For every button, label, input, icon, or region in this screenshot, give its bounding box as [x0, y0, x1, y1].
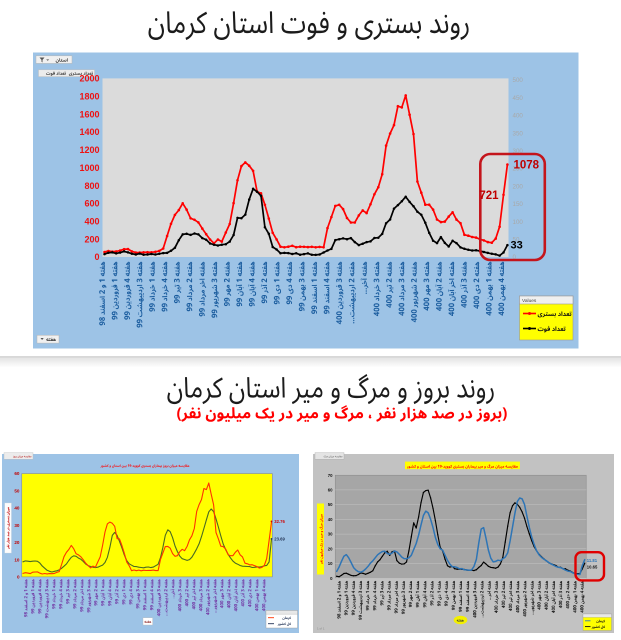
svg-text:60: 60: [14, 471, 20, 476]
svg-text:23.69: 23.69: [274, 536, 285, 541]
svg-text:2000: 2000: [79, 74, 99, 84]
svg-text:100: 100: [513, 219, 524, 226]
svg-text:50: 50: [14, 488, 20, 493]
svg-text:150: 150: [513, 201, 524, 208]
svg-text:40: 40: [14, 506, 20, 511]
svg-text:1400: 1400: [79, 127, 99, 137]
svg-text:1600: 1600: [79, 109, 99, 119]
svg-text:300: 300: [513, 148, 524, 155]
svg-text:20: 20: [14, 540, 20, 545]
svg-text:0: 0: [513, 254, 517, 261]
svg-text:1 of 1: 1 of 1: [317, 627, 325, 631]
svg-text:10.65: 10.65: [587, 565, 598, 570]
svg-text:33: 33: [511, 240, 523, 252]
svg-text:11.81: 11.81: [587, 558, 598, 563]
svg-text:1800: 1800: [79, 92, 99, 102]
svg-text:1200: 1200: [79, 145, 99, 155]
svg-text:800: 800: [84, 181, 99, 191]
svg-text:Values: Values: [522, 298, 537, 304]
svg-text:250: 250: [513, 166, 524, 173]
svg-text:40: 40: [328, 517, 333, 522]
svg-text:20: 20: [328, 546, 333, 551]
svg-text:500: 500: [513, 77, 524, 84]
svg-text:70: 70: [328, 473, 333, 478]
svg-text:400: 400: [84, 217, 99, 227]
svg-text:1078: 1078: [514, 159, 540, 171]
svg-text:1000: 1000: [79, 163, 99, 173]
svg-text:0: 0: [330, 576, 333, 581]
svg-text:0: 0: [94, 252, 99, 262]
svg-text:32.76: 32.76: [274, 519, 285, 524]
svg-text:50: 50: [513, 237, 520, 244]
svg-text:10: 10: [328, 561, 333, 566]
svg-text:10: 10: [14, 557, 20, 562]
svg-text:721: 721: [479, 190, 499, 202]
svg-text:400: 400: [513, 113, 524, 120]
svg-text:30: 30: [328, 532, 333, 537]
svg-text:30: 30: [14, 523, 20, 528]
svg-text:350: 350: [513, 130, 524, 137]
svg-text:50: 50: [328, 502, 333, 507]
svg-text:600: 600: [84, 199, 99, 209]
svg-text:0: 0: [17, 575, 20, 580]
svg-text:200: 200: [84, 234, 99, 244]
svg-text:450: 450: [513, 95, 524, 102]
svg-text:60: 60: [328, 488, 333, 493]
svg-text:200: 200: [513, 183, 524, 190]
